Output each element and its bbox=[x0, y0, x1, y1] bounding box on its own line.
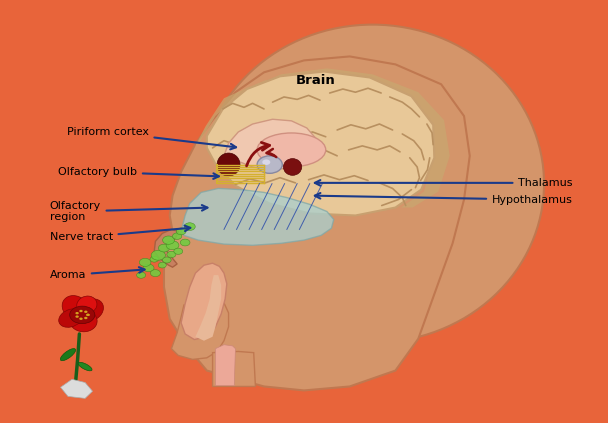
Circle shape bbox=[167, 251, 176, 258]
Circle shape bbox=[184, 223, 195, 231]
Circle shape bbox=[158, 262, 166, 268]
Circle shape bbox=[162, 257, 171, 263]
Circle shape bbox=[79, 310, 83, 312]
Ellipse shape bbox=[217, 153, 240, 176]
Polygon shape bbox=[156, 56, 470, 390]
Circle shape bbox=[75, 316, 79, 318]
Circle shape bbox=[162, 236, 174, 244]
Text: Piriform cortex: Piriform cortex bbox=[67, 127, 236, 149]
Ellipse shape bbox=[62, 296, 89, 320]
FancyArrowPatch shape bbox=[247, 143, 269, 166]
Text: Hypothalamus: Hypothalamus bbox=[315, 193, 573, 205]
Circle shape bbox=[84, 310, 88, 313]
Polygon shape bbox=[207, 71, 434, 215]
Circle shape bbox=[151, 250, 165, 260]
Polygon shape bbox=[215, 345, 235, 386]
Text: Nerve tract: Nerve tract bbox=[50, 225, 190, 242]
Circle shape bbox=[262, 159, 271, 165]
Polygon shape bbox=[195, 69, 450, 208]
Circle shape bbox=[79, 318, 83, 320]
Circle shape bbox=[180, 239, 190, 246]
Ellipse shape bbox=[77, 296, 97, 314]
Text: Thalamus: Thalamus bbox=[315, 178, 573, 188]
Ellipse shape bbox=[201, 25, 544, 343]
Circle shape bbox=[150, 269, 161, 277]
Polygon shape bbox=[213, 352, 255, 387]
Ellipse shape bbox=[78, 363, 92, 371]
Polygon shape bbox=[195, 275, 221, 341]
Circle shape bbox=[150, 256, 159, 262]
Polygon shape bbox=[61, 379, 92, 398]
Ellipse shape bbox=[70, 310, 97, 332]
Text: Olfactory bulb: Olfactory bulb bbox=[58, 167, 219, 179]
Circle shape bbox=[86, 314, 90, 316]
Circle shape bbox=[159, 244, 170, 252]
Polygon shape bbox=[181, 263, 227, 340]
Ellipse shape bbox=[59, 309, 83, 327]
FancyArrowPatch shape bbox=[267, 149, 276, 157]
Circle shape bbox=[166, 241, 179, 250]
Ellipse shape bbox=[283, 159, 302, 175]
Polygon shape bbox=[171, 303, 229, 360]
Circle shape bbox=[176, 228, 186, 235]
Circle shape bbox=[75, 312, 79, 314]
Text: Aroma: Aroma bbox=[50, 267, 145, 280]
Text: Olfactory
region: Olfactory region bbox=[50, 201, 207, 222]
Circle shape bbox=[86, 314, 90, 316]
Circle shape bbox=[139, 258, 151, 266]
Circle shape bbox=[143, 264, 154, 272]
Circle shape bbox=[84, 317, 88, 319]
Ellipse shape bbox=[78, 299, 103, 321]
Circle shape bbox=[70, 306, 95, 324]
Text: Brain: Brain bbox=[295, 74, 335, 87]
Circle shape bbox=[173, 233, 182, 239]
Ellipse shape bbox=[257, 133, 326, 167]
Circle shape bbox=[257, 156, 282, 173]
Circle shape bbox=[174, 248, 183, 254]
Polygon shape bbox=[224, 119, 316, 170]
Polygon shape bbox=[181, 188, 334, 245]
Polygon shape bbox=[154, 229, 178, 267]
Ellipse shape bbox=[60, 349, 75, 361]
Circle shape bbox=[137, 272, 146, 278]
